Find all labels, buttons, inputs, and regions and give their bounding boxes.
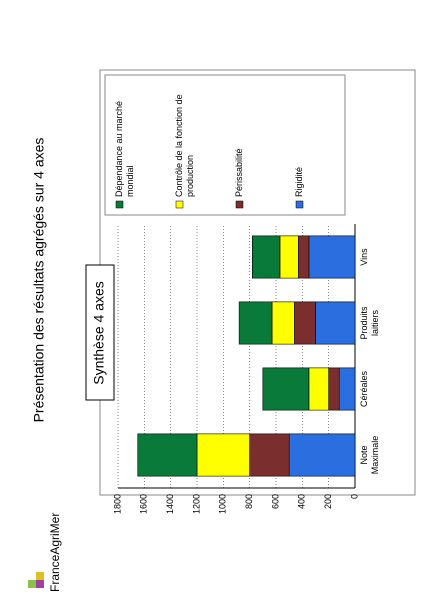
bar-segment bbox=[308, 235, 356, 279]
page-title: Présentation des résultats agrégés sur 4… bbox=[31, 138, 47, 423]
bar-segment bbox=[338, 367, 356, 411]
bar-segment bbox=[328, 367, 340, 411]
legend-label-box: Dépendance au marché mondial bbox=[114, 100, 135, 197]
legend-label: Dépendance au marché mondial bbox=[114, 100, 135, 197]
bar-segment bbox=[196, 433, 250, 477]
bar-segment bbox=[315, 301, 356, 345]
bar-segment bbox=[279, 235, 299, 279]
x-tick-label: Vins bbox=[359, 248, 369, 266]
bar-segment bbox=[308, 367, 329, 411]
x-tick-label: Produits laitiers bbox=[359, 306, 380, 340]
y-tick-label: 200 bbox=[323, 494, 333, 509]
bar-segment bbox=[238, 301, 273, 345]
logo: FranceAgriMer bbox=[48, 513, 62, 592]
chart-title-box bbox=[85, 264, 115, 401]
y-tick-label: 0 bbox=[349, 494, 359, 499]
legend-label-box: Rigidité bbox=[294, 166, 304, 197]
legend-box bbox=[104, 74, 346, 216]
bar-segment bbox=[249, 433, 290, 477]
x-tick-label-box: Produits laitiers bbox=[359, 306, 380, 340]
legend-label: Périssabilité bbox=[234, 148, 244, 197]
y-tick-label: 800 bbox=[244, 494, 254, 509]
bar-segment bbox=[271, 301, 295, 345]
logo-square bbox=[36, 572, 44, 580]
y-tick-label: 1000 bbox=[218, 494, 228, 514]
legend-label-box: Contrôle de la fonction de production bbox=[174, 94, 195, 197]
bar-segment bbox=[262, 367, 310, 411]
bar-segment bbox=[252, 235, 281, 279]
chart-title: Synthèse 4 axes bbox=[91, 281, 107, 385]
bar-segment bbox=[298, 235, 310, 279]
y-tick-label: 1200 bbox=[191, 494, 201, 514]
x-tick-label-box: Céréales bbox=[359, 370, 369, 408]
y-tick-label: 1800 bbox=[112, 494, 122, 514]
x-tick-label: Céréales bbox=[359, 370, 369, 408]
bar-segment bbox=[288, 433, 356, 477]
legend-label: Contrôle de la fonction de production bbox=[174, 94, 195, 197]
x-tick-label-box: Vins bbox=[359, 248, 369, 266]
y-tick-label: 400 bbox=[297, 494, 307, 509]
legend-swatch bbox=[175, 200, 184, 209]
legend-swatch bbox=[115, 200, 124, 209]
x-tick-label-box: Note Maximale bbox=[359, 435, 380, 475]
bar-segment bbox=[294, 301, 316, 345]
bar-segment bbox=[137, 433, 198, 477]
y-tick-label: 1600 bbox=[139, 494, 149, 514]
legend-swatch bbox=[235, 200, 244, 209]
legend-swatch bbox=[295, 200, 304, 209]
x-tick-label: Note Maximale bbox=[359, 435, 380, 475]
logo-square bbox=[36, 580, 44, 588]
y-tick-label: 600 bbox=[270, 494, 280, 509]
logo-square bbox=[28, 580, 36, 588]
legend-label-box: Périssabilité bbox=[234, 148, 244, 197]
y-tick-label: 1400 bbox=[165, 494, 175, 514]
rotated-slide: FranceAgriMer Présentation des résultats… bbox=[28, 69, 416, 592]
legend-label: Rigidité bbox=[294, 166, 304, 197]
